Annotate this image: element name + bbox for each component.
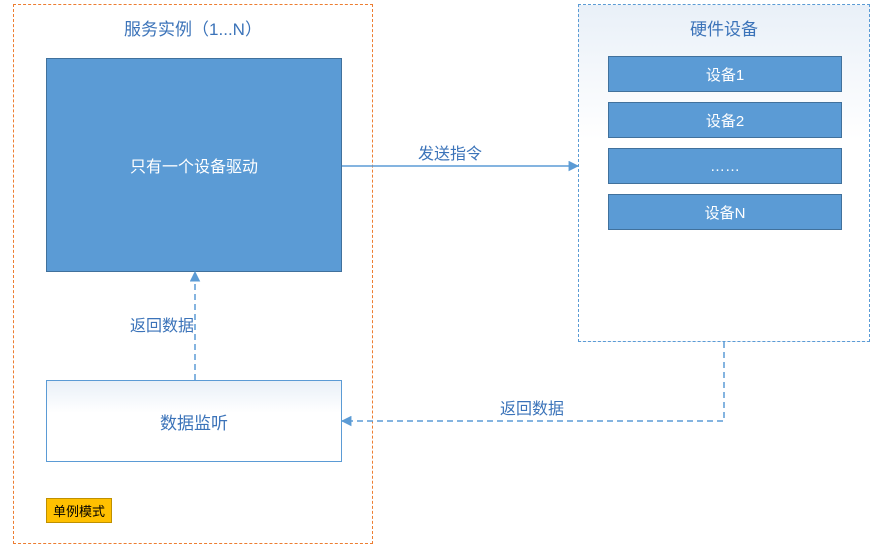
hardware-title-text: 硬件设备 xyxy=(690,15,758,40)
edge-return-external-label: 返回数据 xyxy=(500,395,564,419)
device-item-label: 设备2 xyxy=(706,110,744,131)
listener-box-label: 数据监听 xyxy=(160,409,228,434)
service-instance-title-text: 服务实例（1...N） xyxy=(124,15,262,40)
device-item-label: 设备1 xyxy=(706,64,744,85)
device-item: 设备1 xyxy=(608,56,842,92)
singleton-badge-label: 单例模式 xyxy=(53,504,105,519)
device-item-label: 设备N xyxy=(705,202,746,223)
service-instance-title: 服务实例（1...N） xyxy=(13,12,373,42)
edge-send-label: 发送指令 xyxy=(418,140,482,164)
singleton-badge: 单例模式 xyxy=(46,498,112,523)
listener-box: 数据监听 xyxy=(46,380,342,462)
edge-return-internal-label: 返回数据 xyxy=(130,312,194,336)
driver-box-label: 只有一个设备驱动 xyxy=(130,153,258,177)
edge-return-internal-label-text: 返回数据 xyxy=(130,318,194,335)
driver-box: 只有一个设备驱动 xyxy=(46,58,342,272)
device-item: …… xyxy=(608,148,842,184)
device-item-label: …… xyxy=(710,158,740,175)
edge-return-external-label-text: 返回数据 xyxy=(500,401,564,418)
hardware-title: 硬件设备 xyxy=(578,12,870,42)
device-item: 设备N xyxy=(608,194,842,230)
edge-send-label-text: 发送指令 xyxy=(418,146,482,163)
device-item: 设备2 xyxy=(608,102,842,138)
